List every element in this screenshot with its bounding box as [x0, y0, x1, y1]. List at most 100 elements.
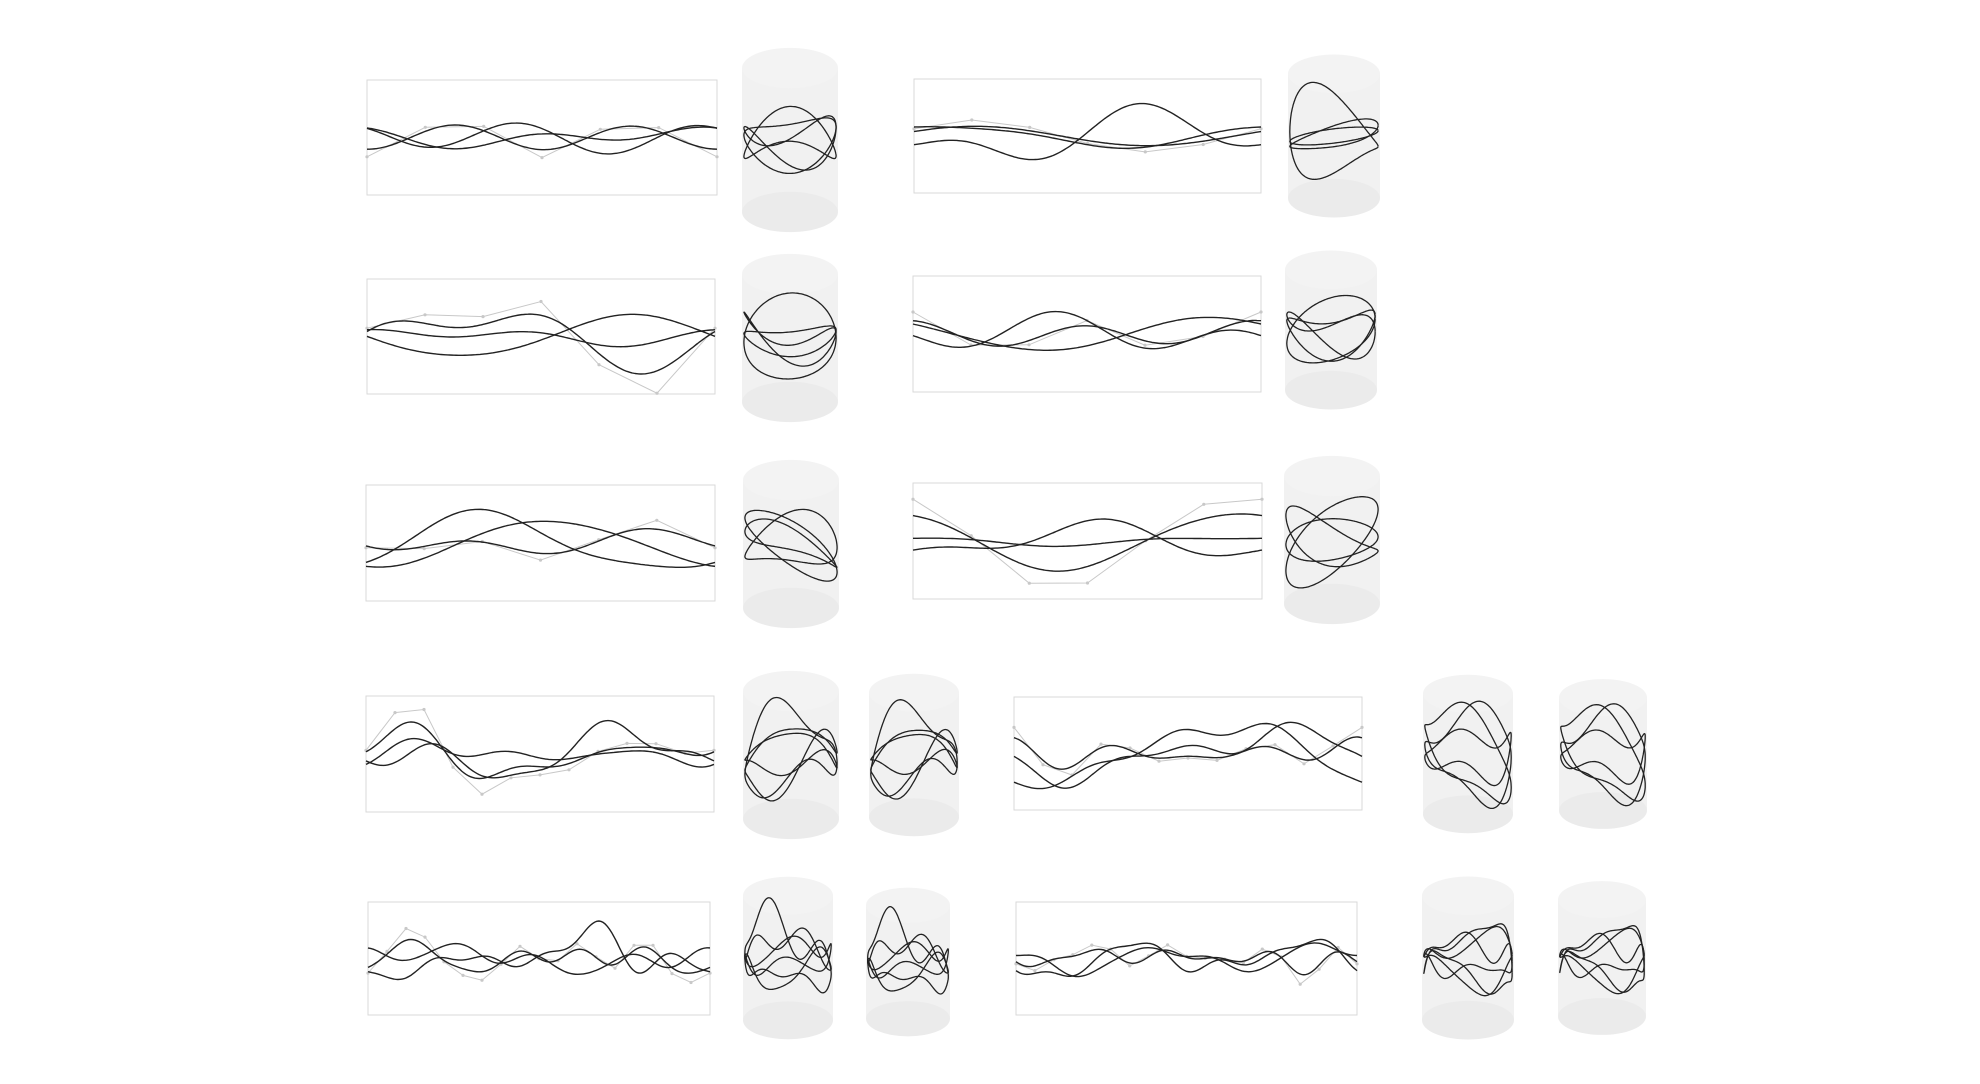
cylinder-1: [743, 670, 839, 840]
curve-1: [367, 938, 711, 974]
curve-3: [912, 316, 1262, 352]
control-point: [1317, 967, 1321, 971]
control-point: [480, 978, 484, 982]
control-point: [482, 124, 486, 128]
cylinder-2: [1559, 679, 1647, 829]
cylinder-1: [743, 876, 833, 1040]
control-point: [540, 156, 544, 160]
control-point: [654, 742, 658, 746]
control-point: [539, 299, 543, 304]
cylinder-curve-3: [1289, 81, 1379, 180]
cylinder-1: [743, 459, 839, 629]
control-point: [1085, 581, 1090, 585]
curve-3: [913, 102, 1262, 161]
cylinder-top: [1558, 881, 1646, 919]
curve-2: [913, 125, 1262, 149]
cylinder-1: [1423, 674, 1513, 834]
cylinder-body: [1423, 693, 1513, 815]
curve-1: [912, 513, 1263, 572]
control-point: [364, 546, 368, 550]
control-point: [423, 125, 427, 129]
cylinder-bottom: [743, 1001, 833, 1040]
cylinder-1: [1288, 54, 1380, 218]
cylinder-bottom: [743, 798, 839, 840]
control-point: [912, 127, 916, 131]
curve-2: [1013, 722, 1363, 790]
cylinder-1: [1284, 455, 1380, 625]
curve-3: [365, 508, 716, 569]
cylinder-top: [1288, 54, 1380, 94]
curve-3: [912, 518, 1263, 557]
control-point: [911, 497, 915, 501]
cylinder-2: [866, 887, 950, 1037]
control-point: [969, 534, 973, 538]
control-point: [1128, 746, 1132, 750]
curve-2: [913, 537, 1263, 548]
cylinder-1: [742, 253, 838, 423]
cylinder-curve-3: [1424, 700, 1512, 810]
curve-2: [366, 122, 718, 155]
control-point: [970, 118, 974, 122]
cylinder-1: [1422, 876, 1514, 1040]
cylinder-curve-2: [870, 733, 958, 776]
cylinder-top: [1285, 250, 1377, 290]
control-point: [1260, 947, 1264, 951]
control-point: [385, 949, 389, 954]
cylinder-curve-2: [1289, 118, 1379, 150]
control-point: [1027, 581, 1031, 585]
control-point: [1215, 758, 1219, 763]
cylinder-top: [743, 459, 839, 501]
cylinder-curve-3: [1285, 505, 1379, 568]
plot-box: [1013, 696, 1363, 811]
control-point: [1099, 742, 1103, 746]
control-point: [509, 776, 513, 780]
control-point: [597, 363, 601, 367]
cylinder-curve-2: [744, 732, 838, 777]
cylinder-curve-2: [1286, 311, 1376, 360]
cylinder-curve-3: [744, 897, 832, 994]
control-point: [423, 935, 427, 939]
cylinder-bottom: [1422, 1000, 1514, 1040]
panel-r4-left: [364, 670, 959, 840]
control-point: [670, 972, 674, 976]
control-point: [461, 973, 465, 978]
control-point: [1128, 964, 1132, 968]
cylinder-curve-3: [870, 699, 958, 797]
panel-r5-left: [366, 876, 950, 1040]
cylinder-curve-3: [1560, 703, 1646, 807]
panel-r5-right: [1014, 876, 1646, 1040]
cylinder-curve-1: [1560, 729, 1646, 785]
control-point: [689, 980, 693, 985]
plot-box: [912, 275, 1262, 393]
control-point: [481, 315, 485, 319]
plot-box: [912, 482, 1263, 600]
cylinder-curve-1: [743, 311, 837, 367]
control-point: [480, 792, 484, 796]
control-point: [365, 155, 369, 159]
control-point: [1090, 943, 1094, 947]
cylinder-bottom: [1559, 791, 1647, 829]
plot-box: [366, 79, 718, 196]
cylinder-bottom: [1423, 795, 1513, 834]
cylinder-curve-2: [743, 115, 837, 171]
control-point: [1012, 725, 1016, 730]
control-point: [1259, 127, 1263, 131]
control-point: [1260, 497, 1264, 501]
control-point: [632, 943, 636, 947]
control-point: [613, 966, 617, 970]
cylinder-top: [1284, 455, 1380, 497]
control-point: [1298, 982, 1302, 986]
control-point: [713, 546, 717, 550]
panels-layer: [364, 47, 1647, 1040]
control-point: [911, 310, 915, 314]
cylinder-curve-2: [1560, 704, 1646, 802]
control-point: [1273, 743, 1277, 747]
control-point: [1202, 502, 1206, 506]
cylinder-1: [1285, 250, 1377, 410]
cylinder-bottom: [1288, 178, 1380, 218]
control-point: [1186, 756, 1190, 760]
panel-r2-right: [911, 250, 1377, 410]
cylinder-top: [742, 47, 838, 89]
cylinder-curve-3: [1559, 925, 1645, 993]
